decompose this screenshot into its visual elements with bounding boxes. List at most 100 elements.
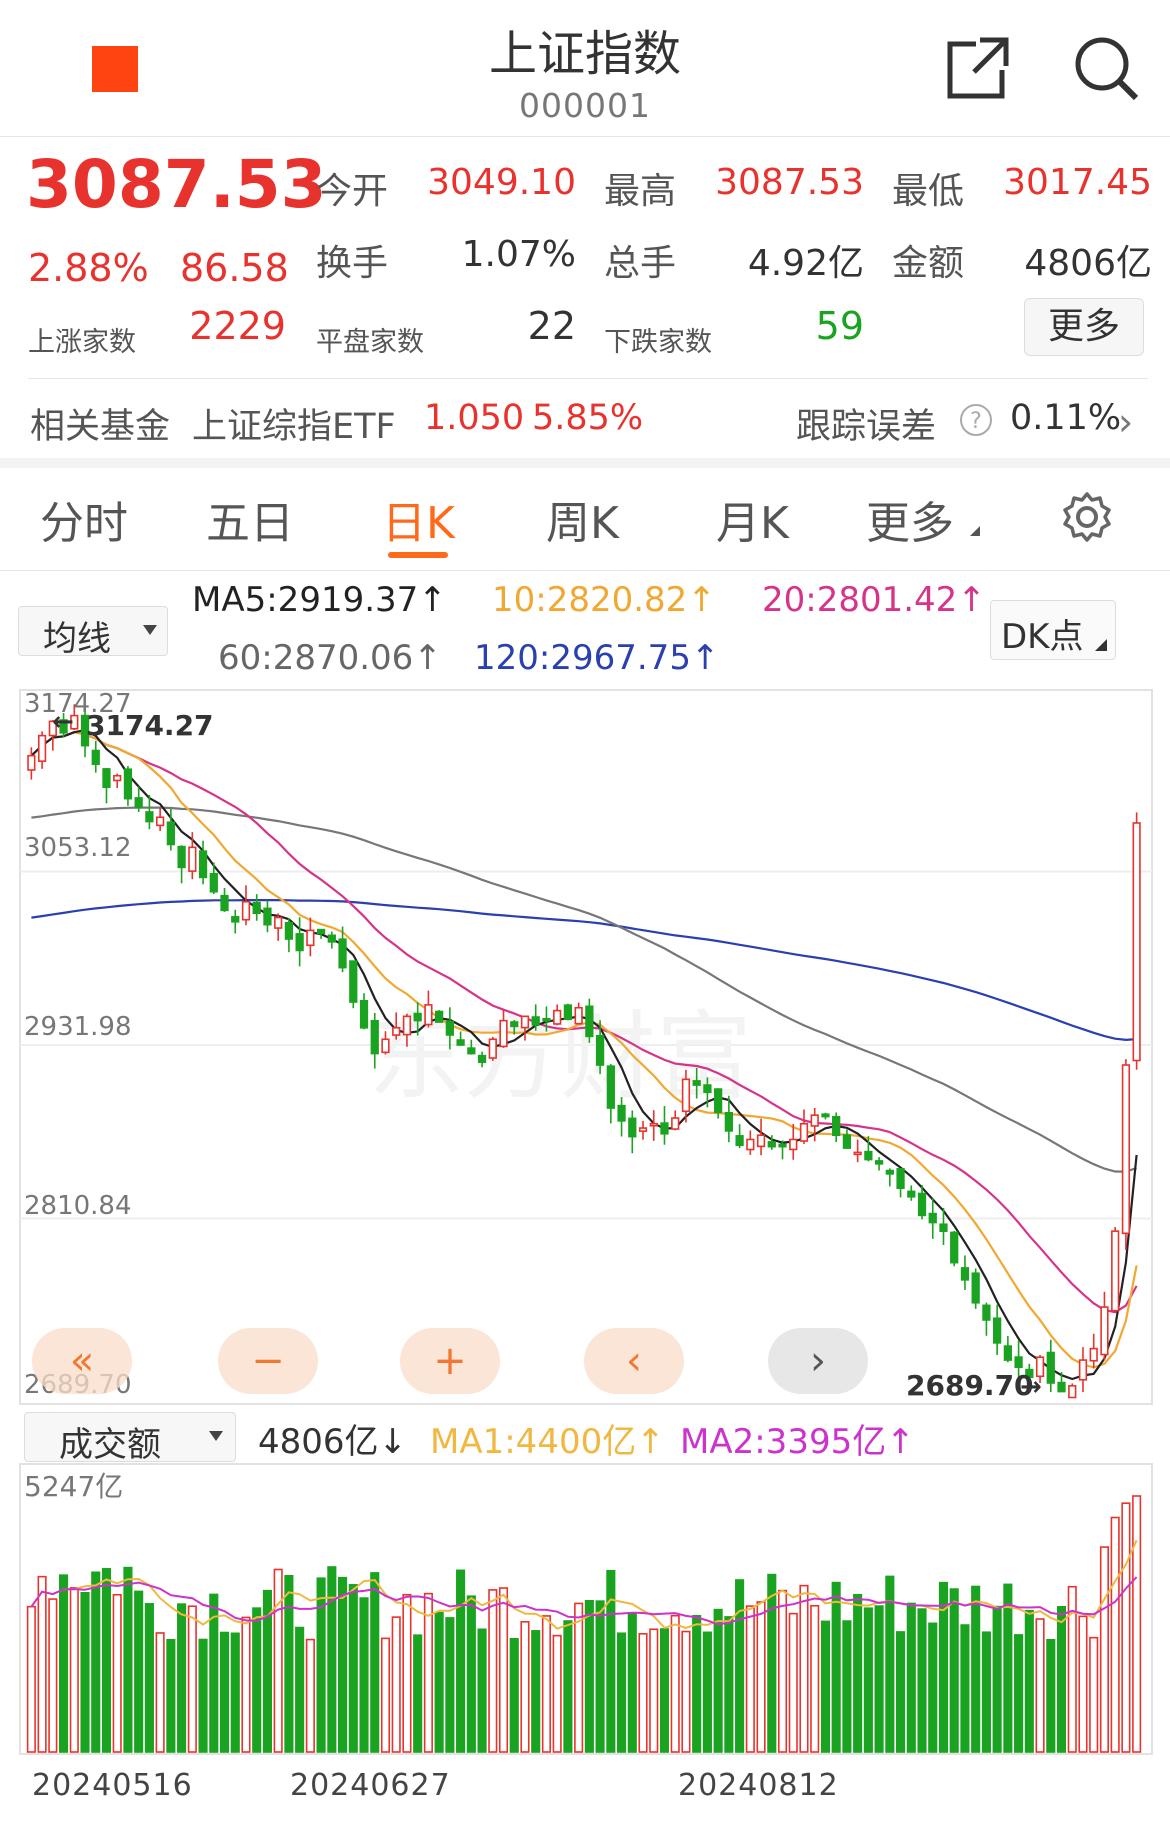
zoom-in-button[interactable]: +	[400, 1328, 500, 1394]
candle-body	[864, 1150, 873, 1161]
candle-body	[1111, 1230, 1120, 1312]
volume-bar	[767, 1573, 777, 1753]
kline-chart[interactable]: 东方财富 3174.27 3053.12 2931.98 2810.84 268…	[0, 680, 1170, 1420]
dk-point-button[interactable]: DK点	[990, 600, 1116, 660]
volume-bar	[509, 1637, 519, 1753]
candle-body	[735, 1135, 744, 1147]
volume-bar	[960, 1624, 970, 1753]
candle-body	[1068, 1385, 1077, 1399]
candle-body	[359, 999, 369, 1029]
tab-intraday[interactable]: 分时	[40, 498, 128, 549]
candle-body	[950, 1231, 959, 1264]
candle-body	[123, 768, 133, 800]
candle-body	[1121, 1064, 1131, 1235]
candle-body	[1035, 1356, 1045, 1378]
low-label: 最低	[892, 171, 965, 212]
volume-bar	[166, 1638, 176, 1753]
volume-bar	[48, 1598, 58, 1753]
back-icon[interactable]	[92, 46, 138, 92]
volume-bar	[531, 1630, 541, 1753]
candle-body	[113, 774, 122, 782]
volume-bar	[885, 1575, 895, 1753]
volume-max-label: 5247亿	[24, 1470, 123, 1503]
settings-gear-icon[interactable]	[1060, 490, 1114, 544]
candle-body	[563, 1004, 573, 1020]
candle-body	[102, 768, 111, 788]
candle-body	[413, 1012, 422, 1022]
volume-bar	[788, 1612, 798, 1753]
volume-bar	[670, 1614, 680, 1753]
tab-monthly-k[interactable]: 月K	[716, 498, 789, 549]
volume-bar	[971, 1585, 981, 1753]
up-count: 2229	[189, 304, 286, 348]
dropdown-triangle-icon	[143, 625, 157, 635]
high-annotation: 3174.27	[86, 709, 214, 742]
search-icon[interactable]	[1070, 32, 1142, 104]
candle-body	[80, 714, 90, 747]
candle-body	[896, 1168, 905, 1189]
change-percent: 2.88%	[28, 246, 149, 290]
volume-bar	[681, 1630, 691, 1753]
tab-more[interactable]: 更多	[866, 498, 954, 549]
volume-bar	[1024, 1609, 1034, 1753]
volume-bar	[552, 1634, 562, 1753]
volume-bar	[520, 1621, 530, 1753]
volume-plot-border	[19, 1463, 1153, 1755]
volume-chart[interactable]: 5247亿	[0, 1462, 1170, 1762]
zoom-out-button[interactable]: −	[218, 1328, 318, 1394]
ma-selector[interactable]: 均线	[18, 606, 168, 659]
more-quote-button[interactable]: 更多	[1024, 298, 1144, 356]
candle-body	[1132, 822, 1141, 1062]
y-label-4: 2810.84	[24, 1191, 132, 1221]
volume-bar	[37, 1575, 47, 1753]
ma60-value: 60:2870.06↑	[218, 638, 442, 678]
help-icon[interactable]: ?	[960, 404, 992, 436]
candle-body	[327, 934, 336, 943]
volume-bar	[627, 1613, 637, 1753]
candle-body	[993, 1317, 1002, 1344]
candle-body	[435, 1010, 444, 1023]
candle-body	[1057, 1381, 1066, 1393]
first-page-button[interactable]: «	[32, 1328, 132, 1394]
fund-name[interactable]: 上证综指ETF	[192, 407, 396, 447]
volume-selector[interactable]: 成交额	[24, 1412, 236, 1465]
volume-bar	[69, 1587, 79, 1753]
volume-bar	[1003, 1583, 1013, 1753]
volume-bar	[456, 1569, 466, 1753]
volume-bar	[799, 1584, 809, 1753]
volume-bar	[338, 1576, 348, 1753]
candle-body	[424, 1004, 433, 1026]
turnover-value: 1.07%	[461, 234, 576, 275]
volume-bar	[756, 1601, 766, 1753]
volume-bar	[134, 1590, 144, 1753]
volume-bar	[896, 1631, 906, 1753]
candle-body	[209, 872, 218, 893]
candle-body	[1089, 1347, 1098, 1362]
volume-bar	[144, 1603, 154, 1753]
tab-daily-k[interactable]: 日K	[382, 498, 455, 549]
candle-body	[810, 1114, 819, 1127]
volume-bar	[1056, 1606, 1067, 1753]
volume-bar	[638, 1633, 648, 1753]
share-icon[interactable]	[944, 34, 1012, 102]
volume-bar	[327, 1566, 337, 1753]
kline-gridlines	[20, 870, 1152, 1220]
ma60-line	[31, 806, 1137, 1173]
chevron-right-icon[interactable]: ›	[1118, 400, 1134, 444]
ma120-line	[31, 899, 1137, 1042]
candle-body	[1025, 1368, 1034, 1379]
volume-bar	[917, 1608, 927, 1753]
candle-body	[392, 1026, 401, 1036]
candle-body	[907, 1190, 916, 1198]
candle-body	[767, 1141, 776, 1148]
tab-five-day[interactable]: 五日	[206, 498, 294, 549]
scroll-left-button[interactable]: ‹	[584, 1328, 684, 1394]
candle-body	[188, 846, 197, 872]
ma20-line	[30, 731, 1138, 1314]
scroll-right-button[interactable]: ›	[768, 1328, 868, 1394]
tab-weekly-k[interactable]: 周K	[546, 498, 619, 549]
candle-body	[649, 1122, 658, 1127]
date-label-1: 20240516	[32, 1768, 193, 1803]
volume-bar	[874, 1605, 884, 1753]
volume-bar	[262, 1589, 272, 1753]
